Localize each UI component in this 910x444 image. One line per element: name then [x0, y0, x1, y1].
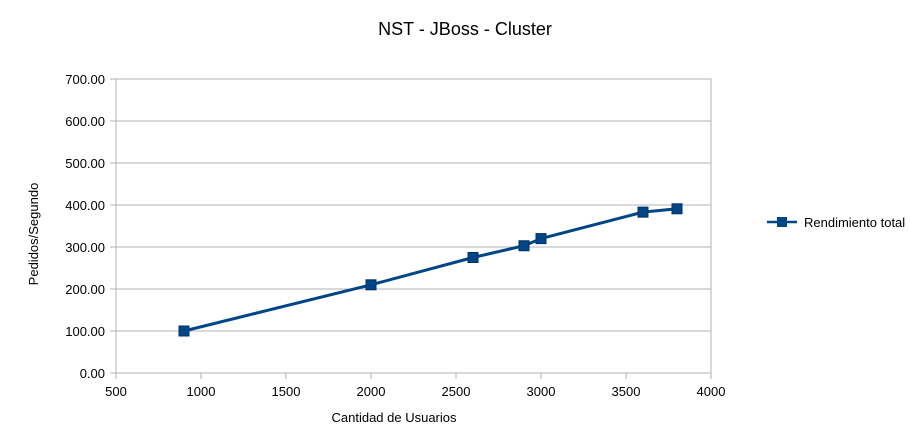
x-axis-ticks: 500 1000 1500 2000 2500 3000 3500 4000 — [105, 373, 725, 399]
y-tick-label: 100.00 — [65, 324, 105, 339]
chart-title: NST - JBoss - Cluster — [378, 19, 552, 39]
x-tick-label: 1000 — [187, 384, 216, 399]
series-line — [183, 207, 678, 333]
legend: Rendimiento total — [767, 215, 905, 230]
series-group — [178, 203, 683, 337]
legend-label: Rendimiento total — [804, 215, 905, 230]
y-tick-label: 500.00 — [65, 156, 105, 171]
y-tick-label: 700.00 — [65, 72, 105, 87]
y-axis-label: Pedidos/Segundo — [26, 183, 41, 286]
data-point-marker — [671, 203, 683, 215]
x-tick-label: 4000 — [697, 384, 726, 399]
x-tick-label: 1500 — [272, 384, 301, 399]
data-point-marker — [467, 252, 479, 263]
y-tick-label: 400.00 — [65, 198, 105, 213]
y-tick-label: 600.00 — [65, 114, 105, 129]
data-point-marker — [637, 206, 649, 218]
x-tick-label: 2500 — [442, 384, 471, 399]
x-axis-label: Cantidad de Usuarios — [331, 410, 457, 425]
y-tick-label: 300.00 — [65, 240, 105, 255]
y-tick-label: 0.00 — [80, 366, 105, 381]
data-point-marker — [365, 279, 377, 291]
x-tick-label: 3500 — [612, 384, 641, 399]
y-tick-label: 200.00 — [65, 282, 105, 297]
x-tick-label: 3000 — [527, 384, 556, 399]
y-axis-ticks: 0.00 100.00 200.00 300.00 400.00 500.00 600.00… — [65, 72, 116, 381]
data-point-marker — [535, 233, 547, 245]
x-tick-label: 2000 — [357, 384, 386, 399]
plot-area — [115, 78, 712, 374]
grid — [116, 120, 711, 332]
data-point-marker — [178, 325, 190, 337]
legend-marker — [777, 217, 787, 227]
data-point-marker — [518, 240, 530, 252]
x-tick-label: 500 — [105, 384, 127, 399]
